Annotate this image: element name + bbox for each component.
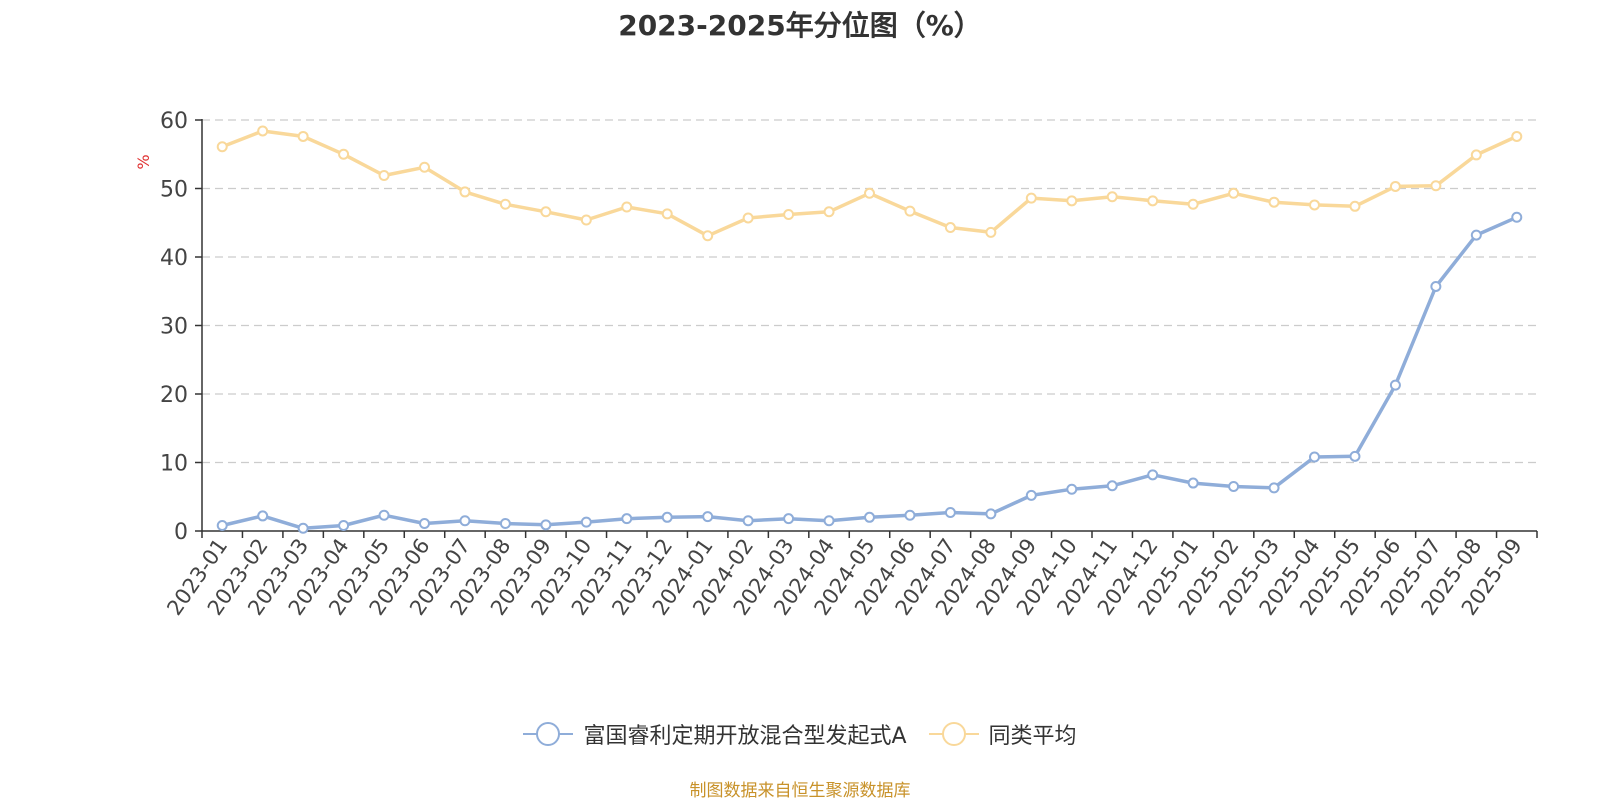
series-line-1 xyxy=(221,215,1518,531)
data-point-series-2-2023-05 xyxy=(378,169,390,181)
y-tick-label-50: 50 xyxy=(160,178,188,203)
data-point-series-2-2023-11 xyxy=(621,201,633,213)
data-point-series-1-2023-08 xyxy=(499,517,511,529)
data-point-series-2-2023-10 xyxy=(580,214,592,226)
legend-item-series-2[interactable]: 同类平均 xyxy=(928,718,1077,750)
data-point-series-1-2025-07 xyxy=(1430,280,1442,292)
data-point-series-2-2024-11 xyxy=(1106,191,1118,203)
legend-swatch-series-2 xyxy=(928,721,979,747)
data-point-series-1-2023-12 xyxy=(661,511,673,523)
data-point-series-2-2025-07 xyxy=(1430,180,1442,192)
data-point-series-2-2024-12 xyxy=(1147,195,1159,207)
data-point-series-2-2023-03 xyxy=(297,130,309,142)
data-point-series-1-2023-06 xyxy=(419,517,430,529)
data-point-series-1-2025-04 xyxy=(1309,451,1320,463)
legend-swatch-series-1 xyxy=(523,721,574,747)
data-point-series-1-2023-01 xyxy=(216,520,228,532)
data-point-series-1-2024-12 xyxy=(1147,469,1159,481)
data-point-series-1-2023-07 xyxy=(459,515,471,527)
data-point-series-1-2023-09 xyxy=(540,519,552,531)
data-point-series-2-2024-01 xyxy=(702,230,714,242)
data-point-series-2-2024-09 xyxy=(1025,192,1037,204)
data-point-series-1-2024-03 xyxy=(783,513,795,525)
data-point-series-2-2023-06 xyxy=(419,161,430,173)
y-tick-label-40: 40 xyxy=(160,246,188,271)
data-point-series-1-2024-10 xyxy=(1066,483,1078,495)
data-point-series-2-2023-09 xyxy=(540,206,552,218)
data-point-series-1-2025-01 xyxy=(1187,477,1199,489)
y-tick-label-20: 20 xyxy=(160,383,188,408)
y-tick-label-30: 30 xyxy=(160,315,188,340)
y-tick-label-0: 0 xyxy=(174,520,188,545)
data-point-series-2-2024-06 xyxy=(904,205,916,217)
data-point-series-1-2025-05 xyxy=(1349,450,1361,462)
data-point-series-2-2024-02 xyxy=(742,212,754,224)
data-point-series-1-2025-09 xyxy=(1511,211,1523,223)
data-point-series-1-2025-08 xyxy=(1470,229,1482,241)
data-point-series-2-2024-03 xyxy=(783,209,795,221)
data-point-series-1-2023-02 xyxy=(257,510,269,522)
data-point-series-1-2024-01 xyxy=(702,511,714,523)
data-point-series-2-2024-07 xyxy=(944,222,956,234)
data-point-series-1-2025-03 xyxy=(1268,482,1280,494)
data-source-note: 制图数据来自恒生聚源数据库 xyxy=(689,781,911,800)
y-tick-label-10: 10 xyxy=(160,452,188,477)
data-point-series-2-2023-02 xyxy=(257,125,269,137)
data-point-series-2-2025-03 xyxy=(1268,196,1280,208)
legend-item-series-1[interactable]: 富国睿利定期开放混合型发起式A xyxy=(523,718,907,750)
data-point-series-1-2023-04 xyxy=(338,520,350,532)
data-point-series-1-2024-08 xyxy=(985,508,997,520)
data-point-series-2-2024-10 xyxy=(1066,195,1078,207)
data-point-series-2-2023-07 xyxy=(459,186,471,198)
data-point-series-2-2023-01 xyxy=(216,141,228,153)
data-point-series-1-2023-03 xyxy=(297,522,309,534)
series-line-2 xyxy=(221,129,1518,238)
data-point-series-2-2025-06 xyxy=(1389,180,1401,192)
series-layer xyxy=(216,125,1523,534)
data-point-series-2-2024-05 xyxy=(864,187,875,199)
data-point-series-1-2024-11 xyxy=(1106,480,1118,492)
data-point-series-1-2024-04 xyxy=(823,515,835,527)
data-point-series-2-2024-04 xyxy=(823,206,835,218)
data-point-series-1-2024-07 xyxy=(944,507,956,519)
legend: 富国睿利定期开放混合型发起式A 同类平均 xyxy=(0,718,1600,750)
data-point-series-1-2025-06 xyxy=(1389,379,1401,391)
data-point-series-2-2024-08 xyxy=(985,226,997,238)
data-point-series-2-2025-04 xyxy=(1309,199,1320,211)
axes: 01020304050602023-012023-022023-032023-0… xyxy=(160,109,1538,620)
data-point-series-2-2025-08 xyxy=(1470,149,1482,161)
data-point-series-1-2023-05 xyxy=(378,509,390,521)
data-point-series-1-2025-02 xyxy=(1228,480,1240,492)
data-point-series-1-2024-06 xyxy=(904,509,916,521)
data-point-series-1-2024-09 xyxy=(1025,489,1037,501)
data-point-series-2-2023-04 xyxy=(338,148,350,160)
y-tick-label-60: 60 xyxy=(160,109,188,134)
data-point-series-1-2023-10 xyxy=(580,516,592,528)
data-point-series-1-2023-11 xyxy=(621,513,633,525)
chart-title: 2023-2025年分位图（%） xyxy=(618,9,982,42)
data-point-series-2-2025-02 xyxy=(1228,187,1240,199)
data-point-series-2-2025-01 xyxy=(1187,198,1199,210)
legend-label-series-1: 富国睿利定期开放混合型发起式A xyxy=(583,724,907,749)
data-point-series-2-2025-09 xyxy=(1511,130,1523,142)
gridlines xyxy=(202,119,1537,464)
data-point-series-1-2024-05 xyxy=(864,511,875,523)
data-point-series-2-2025-05 xyxy=(1349,200,1361,212)
data-point-series-1-2024-02 xyxy=(742,515,754,527)
legend-label-series-2: 同类平均 xyxy=(988,724,1077,749)
data-point-series-2-2023-08 xyxy=(499,198,511,210)
data-point-series-2-2023-12 xyxy=(661,208,673,220)
y-axis-label: % xyxy=(134,154,153,169)
